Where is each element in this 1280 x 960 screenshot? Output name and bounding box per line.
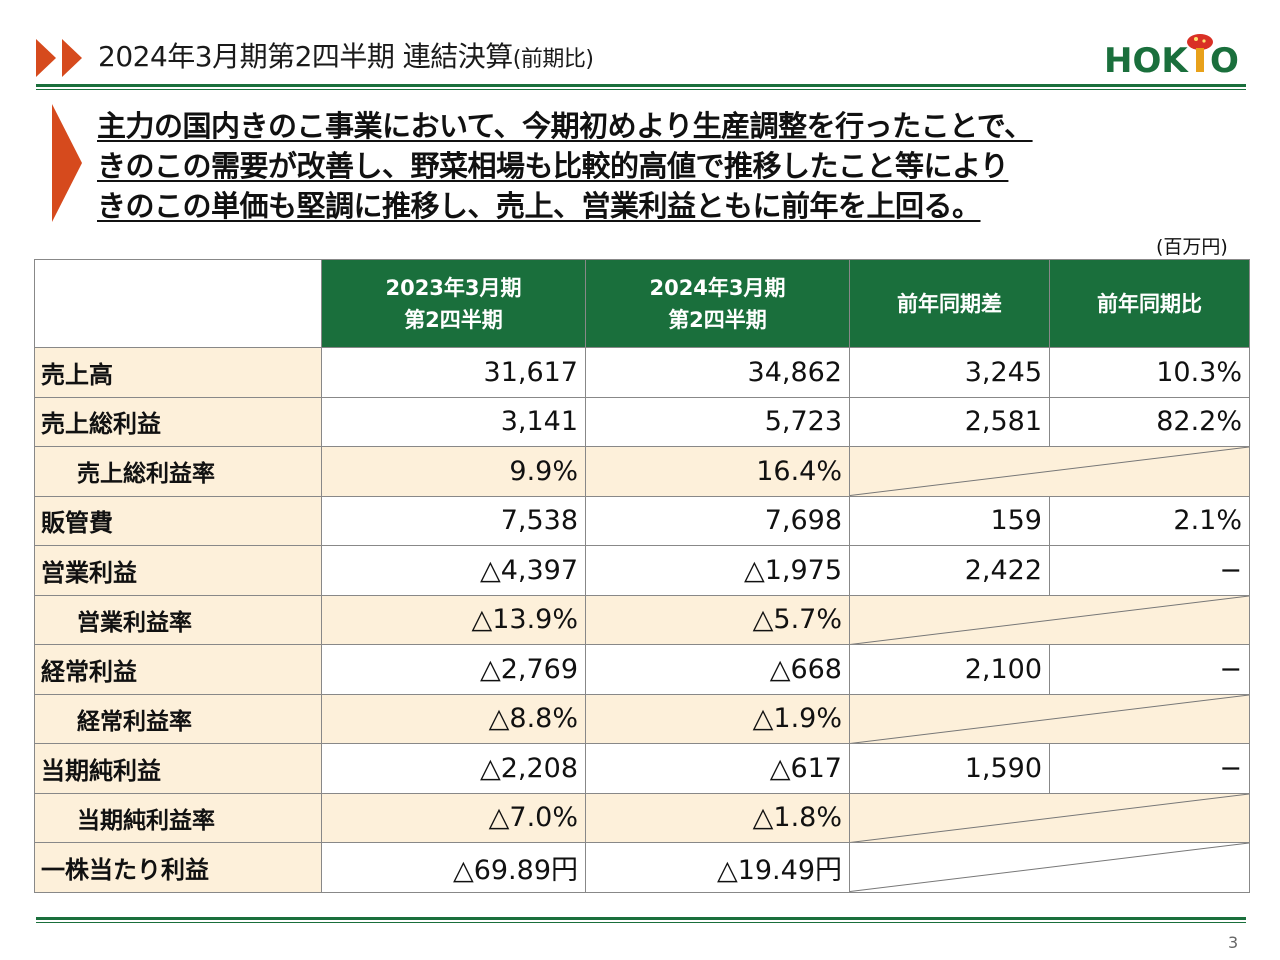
cell-2024: △19.49円 — [585, 842, 850, 893]
cell-ratio: − — [1049, 644, 1250, 695]
footer-rule — [36, 917, 1246, 920]
row-label: 当期純利益率 — [34, 792, 322, 843]
headline-line-1: 主力の国内きのこ事業において、今期初めより生産調整を行ったことで、 — [97, 109, 1033, 143]
empty-diagonal-cell — [849, 594, 1250, 645]
cell-diff: 2,581 — [849, 396, 1050, 447]
cell-2023: △13.9% — [321, 594, 586, 645]
cell-2023: △8.8% — [321, 693, 586, 744]
cell-2024: 5,723 — [585, 396, 850, 447]
title-chevron-icon — [36, 39, 82, 77]
cell-2023: 3,141 — [321, 396, 586, 447]
table-row: 売上高 31,617 34,862 3,245 10.3% — [34, 347, 1250, 398]
financial-table: 2023年3月期 第2四半期 2024年3月期 第2四半期 前年同期差 前年同期比 … — [34, 259, 1250, 893]
header-diff: 前年同期差 — [849, 259, 1050, 348]
cell-diff: 2,100 — [849, 644, 1050, 695]
empty-diagonal-cell — [849, 842, 1250, 893]
cell-2024: 34,862 — [585, 347, 850, 398]
table-row: 当期純利益率 △7.0% △1.8% — [34, 792, 1250, 843]
page-title: 2024年3月期第2四半期 連結決算(前期比) — [98, 35, 594, 75]
row-label: 経常利益率 — [34, 693, 322, 744]
cell-2024: △5.7% — [585, 594, 850, 645]
footer-rule-thin — [36, 922, 1246, 923]
empty-diagonal-cell — [849, 446, 1250, 497]
cell-ratio: 82.2% — [1049, 396, 1250, 447]
row-label: 売上総利益 — [34, 396, 322, 447]
cell-2023: △4,397 — [321, 545, 586, 596]
headline-arrow-icon — [52, 104, 82, 222]
unit-label: (百万円) — [1156, 236, 1228, 258]
table-row: 経常利益率 △8.8% △1.9% — [34, 693, 1250, 744]
cell-ratio: − — [1049, 545, 1250, 596]
cell-2024: △1.9% — [585, 693, 850, 744]
cell-2024: 16.4% — [585, 446, 850, 497]
row-label: 売上総利益率 — [34, 446, 322, 497]
cell-ratio: 2.1% — [1049, 495, 1250, 546]
headline-text: 主力の国内きのこ事業において、今期初めより生産調整を行ったことで、 きのこの需要… — [97, 106, 1207, 226]
table-row: 売上総利益 3,141 5,723 2,581 82.2% — [34, 396, 1250, 447]
cell-ratio: 10.3% — [1049, 347, 1250, 398]
cell-2023: △69.89円 — [321, 842, 586, 893]
table-row: 営業利益 △4,397 △1,975 2,422 − — [34, 545, 1250, 596]
cell-2023: 9.9% — [321, 446, 586, 497]
cell-2023: △7.0% — [321, 792, 586, 843]
header-rule-thin — [36, 89, 1246, 90]
cell-2023: △2,769 — [321, 644, 586, 695]
svg-text:HOK: HOK — [1104, 41, 1189, 81]
svg-text:O: O — [1210, 41, 1239, 81]
table-row: 販管費 7,538 7,698 159 2.1% — [34, 495, 1250, 546]
empty-diagonal-cell — [849, 693, 1250, 744]
header-ratio: 前年同期比 — [1049, 259, 1250, 348]
page-number: 3 — [1228, 933, 1239, 952]
table-row: 一株当たり利益 △69.89円 △19.49円 — [34, 842, 1250, 893]
cell-diff: 159 — [849, 495, 1050, 546]
cell-2024: △1,975 — [585, 545, 850, 596]
row-label: 販管費 — [34, 495, 322, 546]
cell-ratio: − — [1049, 743, 1250, 794]
cell-2023: 31,617 — [321, 347, 586, 398]
row-label: 当期純利益 — [34, 743, 322, 794]
cell-2024: △617 — [585, 743, 850, 794]
header-rule — [36, 84, 1246, 87]
cell-2024: 7,698 — [585, 495, 850, 546]
header-blank-cell — [34, 259, 322, 348]
row-label: 売上高 — [34, 347, 322, 398]
row-label: 一株当たり利益 — [34, 842, 322, 893]
hokto-logo: HOK O — [1104, 30, 1244, 81]
row-label: 営業利益率 — [34, 594, 322, 645]
cell-2023: 7,538 — [321, 495, 586, 546]
table-row: 営業利益率 △13.9% △5.7% — [34, 594, 1250, 645]
empty-diagonal-cell — [849, 792, 1250, 843]
cell-diff: 3,245 — [849, 347, 1050, 398]
cell-2024: △1.8% — [585, 792, 850, 843]
table-row: 経常利益 △2,769 △668 2,100 − — [34, 644, 1250, 695]
cell-diff: 1,590 — [849, 743, 1050, 794]
headline-line-3: きのこの単価も堅調に推移し、売上、営業利益ともに前年を上回る。 — [97, 189, 981, 223]
page-title-main: 2024年3月期第2四半期 連結決算 — [98, 40, 513, 73]
page-title-suffix: (前期比) — [512, 47, 594, 72]
header-2024: 2024年3月期 第2四半期 — [585, 259, 850, 348]
headline-line-2: きのこの需要が改善し、野菜相場も比較的高値で推移したこと等により — [97, 149, 1009, 183]
cell-2023: △2,208 — [321, 743, 586, 794]
table-row: 売上総利益率 9.9% 16.4% — [34, 446, 1250, 497]
row-label: 経常利益 — [34, 644, 322, 695]
cell-2024: △668 — [585, 644, 850, 695]
row-label: 営業利益 — [34, 545, 322, 596]
cell-diff: 2,422 — [849, 545, 1050, 596]
header-2023: 2023年3月期 第2四半期 — [321, 259, 586, 348]
table-row: 当期純利益 △2,208 △617 1,590 − — [34, 743, 1250, 794]
